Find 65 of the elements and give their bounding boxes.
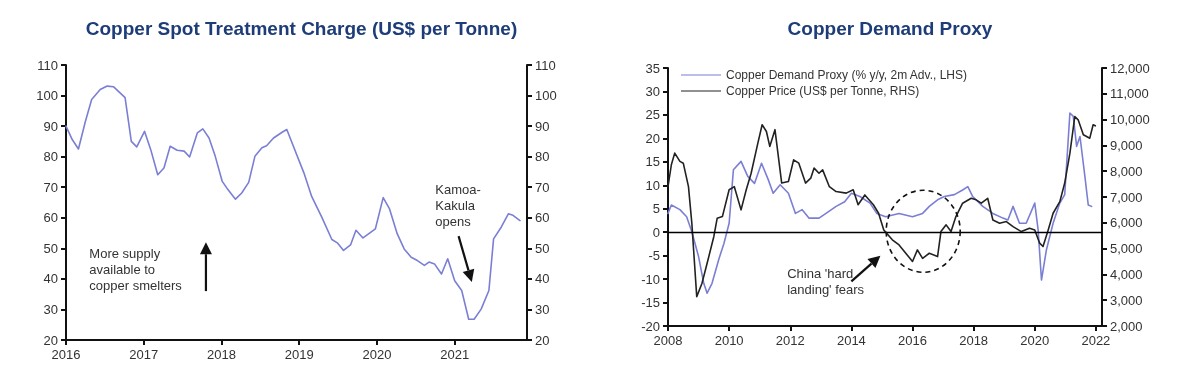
y2-tick-label: 9,000	[1110, 137, 1143, 153]
y2-tick-label: 110	[535, 57, 556, 73]
x-tick-label: 2016	[898, 333, 927, 348]
y2-tick-label: 3,000	[1110, 292, 1143, 308]
y-tick-label: -10	[641, 271, 660, 287]
y-tick-label: 110	[37, 57, 58, 73]
legend-label: Copper Price (US$ per Tonne, RHS)	[726, 84, 920, 98]
y-tick-label: 70	[43, 179, 58, 195]
y2-tick-label: 7,000	[1110, 189, 1143, 205]
y-tick-label: 20	[43, 332, 58, 348]
y-tick-label: -20	[641, 318, 660, 334]
y-tick-label: 30	[43, 301, 58, 317]
chart-title: Copper Spot Treatment Charge (US$ per Tonne)	[85, 18, 518, 39]
y-tick-label: 50	[43, 240, 58, 256]
y-tick-label: 40	[43, 271, 58, 287]
x-tick-label: 2018	[207, 347, 236, 362]
x-tick-label: 2014	[836, 333, 866, 348]
y2-tick-label: 20	[535, 332, 550, 348]
y-tick-label: 90	[43, 118, 58, 134]
y-tick-label: 100	[36, 88, 58, 104]
y-tick-label: 80	[43, 149, 58, 165]
annotation: China 'hard landing' fears	[787, 265, 865, 297]
annotation: Kamoa- Kakula opens	[435, 181, 481, 229]
x-tick-label: 2019	[284, 347, 314, 362]
x-tick-label: 2018	[959, 333, 989, 348]
y2-tick-label: 4,000	[1110, 266, 1143, 282]
y-tick-label: -5	[648, 248, 660, 264]
y2-tick-label: 40	[535, 271, 550, 287]
x-tick-label: 2010	[714, 333, 744, 348]
annotation: More supply available to copper smelters	[89, 245, 183, 293]
y-tick-label: 60	[43, 210, 58, 226]
line-series	[65, 85, 521, 321]
chart-title: Copper Demand Proxy	[787, 18, 993, 39]
y2-tick-label: 50	[535, 240, 550, 256]
y2-tick-label: 5,000	[1110, 241, 1143, 257]
y-tick-label: 5	[652, 201, 660, 217]
x-tick-label: 2021	[440, 347, 470, 362]
y2-tick-label: 100	[535, 88, 557, 104]
y2-tick-label: 6,000	[1110, 215, 1143, 231]
y2-tick-label: 60	[535, 210, 550, 226]
x-tick-label: 2020	[362, 347, 392, 362]
x-tick-label: 2012	[775, 333, 805, 348]
y-tick-label: 35	[645, 60, 660, 76]
y2-tick-label: 80	[535, 149, 550, 165]
x-tick-label: 2008	[653, 333, 683, 348]
y2-tick-label: 11,000	[1110, 86, 1149, 102]
y-tick-label: 10	[645, 177, 660, 193]
y-tick-label: -15	[641, 295, 660, 311]
y2-tick-label: 12,000	[1110, 60, 1150, 76]
x-tick-label: 2022	[1081, 333, 1111, 348]
y-tick-label: 20	[645, 130, 660, 146]
y2-tick-label: 8,000	[1110, 163, 1143, 179]
y-tick-label: 0	[652, 224, 660, 240]
legend-label: Copper Demand Proxy (% y/y, 2m Adv., LHS)	[726, 68, 967, 82]
y2-tick-label: 70	[535, 179, 550, 195]
x-tick-label: 2016	[51, 347, 81, 362]
x-tick-label: 2020	[1020, 333, 1050, 348]
x-tick-label: 2017	[129, 347, 159, 362]
y-tick-label: 15	[645, 154, 660, 170]
y2-tick-label: 2,000	[1110, 318, 1143, 334]
y2-tick-label: 90	[535, 118, 550, 134]
y2-tick-label: 30	[535, 301, 550, 317]
y-tick-label: 25	[645, 107, 660, 123]
y2-tick-label: 10,000	[1110, 112, 1150, 128]
y-tick-label: 30	[645, 83, 660, 99]
